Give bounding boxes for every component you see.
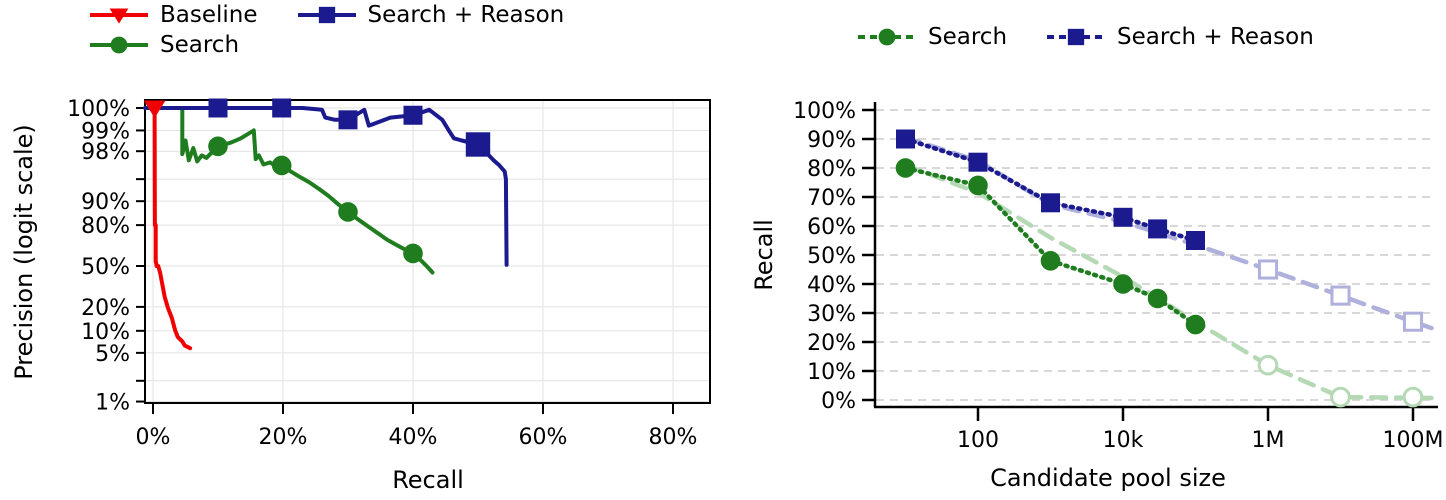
svg-text:60%: 60% (519, 425, 568, 450)
svg-text:98%: 98% (81, 140, 130, 165)
svg-text:80%: 80% (807, 157, 856, 182)
svg-text:0%: 0% (136, 425, 171, 450)
scaling-chart-plot: 100% 90% 80% 70% 60% 50% 40% 30% 20% 10% 0% 100 10k 1… (793, 99, 1443, 453)
pr-gridlines (146, 101, 709, 403)
svg-text:1%: 1% (95, 391, 130, 416)
legend-item-search-reason: Search + Reason (1045, 24, 1314, 50)
circle-legend-swatch-icon (90, 36, 148, 54)
svg-text:10%: 10% (81, 320, 130, 345)
svg-text:60%: 60% (807, 215, 856, 240)
svg-text:1M: 1M (1252, 428, 1285, 453)
circle-legend-swatch-icon (858, 28, 916, 46)
legend-label: Baseline (160, 2, 258, 28)
legend-row: Search (88, 32, 564, 58)
legend-item-search: Search (88, 32, 239, 58)
pr-chart-xlabel: Recall (392, 466, 464, 494)
svg-text:10k: 10k (1103, 428, 1144, 453)
svg-text:20%: 20% (259, 425, 308, 450)
svg-text:10%: 10% (807, 360, 856, 385)
pr-chart-legend: Baseline Search + Reason Search (88, 2, 564, 58)
svg-text:0%: 0% (821, 389, 856, 414)
legend-item-search: Search (856, 24, 1007, 50)
legend-label: Search (928, 24, 1008, 50)
scaling-axis-ticks: 100% 90% 80% 70% 60% 50% 40% 30% 20% 10% 0% 100 10k 1… (793, 99, 1443, 453)
square-legend-swatch-icon (1047, 28, 1106, 46)
svg-text:80%: 80% (649, 425, 698, 450)
series-search (895, 158, 1206, 335)
svg-text:100%: 100% (67, 97, 130, 122)
svg-text:20%: 20% (807, 331, 856, 356)
legend-item-baseline: Baseline (88, 2, 258, 28)
svg-text:80%: 80% (81, 214, 130, 239)
series-search-reason (143, 98, 509, 267)
svg-text:90%: 90% (81, 190, 130, 215)
svg-text:100%: 100% (793, 99, 856, 124)
pr-chart-ylabel: Precision (logit scale) (10, 124, 38, 380)
pr-frame (144, 99, 711, 404)
svg-text:40%: 40% (389, 425, 438, 450)
svg-text:70%: 70% (807, 186, 856, 211)
svg-text:100: 100 (957, 428, 999, 453)
series-search (143, 106, 435, 275)
svg-text:30%: 30% (807, 302, 856, 327)
series-search-trend (903, 162, 1434, 408)
legend-label: Search (160, 32, 240, 58)
scaling-chart-xlabel: Candidate pool size (990, 464, 1226, 492)
pr-chart-plot: 100%99%98%90%80%50%20%10%5%1%0% 20% 40% 60%… (67, 97, 711, 450)
svg-text:99%: 99% (81, 119, 130, 144)
svg-text:20%: 20% (81, 296, 130, 321)
legend-label: Search + Reason (1117, 24, 1314, 50)
legend-label: Search + Reason (367, 2, 565, 28)
legend-row: Baseline Search + Reason (88, 2, 564, 28)
scaling-chart-ylabel: Recall (750, 219, 778, 291)
pr-axis-ticks: 100%99%98%90%80%50%20%10%5%1%0% 20% 40% 60%… (67, 97, 697, 450)
svg-text:100M: 100M (1383, 428, 1444, 453)
svg-text:50%: 50% (81, 255, 130, 280)
svg-text:5%: 5% (95, 342, 130, 367)
svg-text:50%: 50% (807, 244, 856, 269)
triangle-down-legend-swatch-icon (90, 8, 148, 24)
legend-item-search-reason: Search + Reason (296, 2, 565, 28)
series-baseline (143, 100, 193, 351)
scaling-chart-legend: Search Search + Reason (856, 24, 1314, 50)
svg-text:90%: 90% (807, 128, 856, 153)
svg-text:40%: 40% (807, 273, 856, 298)
legend-row: Search Search + Reason (856, 24, 1314, 50)
series-search-reason (896, 129, 1205, 250)
square-legend-swatch-icon (297, 6, 356, 24)
